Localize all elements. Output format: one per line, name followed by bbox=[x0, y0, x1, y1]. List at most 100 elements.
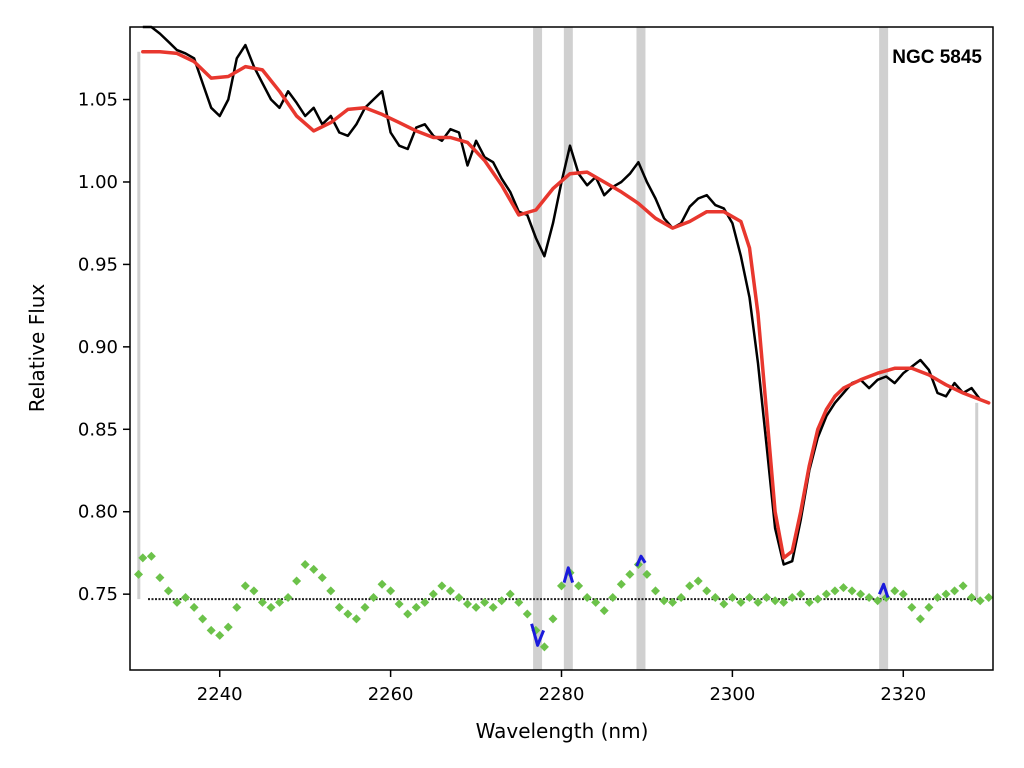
masked-residual-segment bbox=[878, 582, 890, 598]
residual-point bbox=[266, 602, 276, 612]
residual-point bbox=[386, 586, 396, 596]
residual-point bbox=[591, 597, 601, 607]
residual-point bbox=[958, 581, 968, 591]
residual-point bbox=[343, 609, 353, 619]
residual-point bbox=[736, 597, 746, 607]
residual-point bbox=[915, 614, 925, 624]
residual-point bbox=[163, 586, 173, 596]
residual-point bbox=[967, 592, 977, 602]
residual-point bbox=[873, 596, 883, 606]
x-axis-label: Wavelength (nm) bbox=[476, 719, 649, 743]
y-tick-label: 0.80 bbox=[78, 502, 118, 523]
residual-point bbox=[394, 599, 404, 609]
residual-point bbox=[787, 592, 797, 602]
residual-point bbox=[693, 576, 703, 586]
residual-point bbox=[480, 597, 490, 607]
residual-point bbox=[890, 586, 900, 596]
residual-point bbox=[975, 596, 985, 606]
residual-point bbox=[275, 597, 285, 607]
residual-point bbox=[557, 581, 566, 591]
y-tick-label: 0.85 bbox=[78, 419, 118, 440]
residual-point bbox=[847, 586, 857, 596]
residual-point bbox=[599, 606, 609, 616]
residual-point bbox=[471, 602, 481, 612]
residual-point bbox=[189, 602, 199, 612]
residual-point bbox=[198, 614, 208, 624]
residual-point bbox=[932, 592, 942, 602]
residual-point bbox=[138, 553, 148, 563]
x-tick-label: 2240 bbox=[197, 684, 243, 705]
residual-point bbox=[351, 614, 361, 624]
residual-point bbox=[796, 589, 806, 599]
residual-point bbox=[326, 586, 336, 596]
residual-point bbox=[497, 596, 507, 606]
residual-point bbox=[428, 589, 438, 599]
y-axis-ticks: 0.75 0.80 0.85 0.90 0.95 1.00 1.05 bbox=[78, 90, 130, 605]
residual-point bbox=[292, 576, 302, 586]
residual-point bbox=[334, 602, 344, 612]
residual-point bbox=[762, 592, 772, 602]
residual-point bbox=[463, 599, 473, 609]
galaxy-annotation: NGC 5845 bbox=[892, 47, 982, 68]
residual-point bbox=[864, 592, 874, 602]
residual-point bbox=[215, 630, 225, 640]
x-tick-label: 2260 bbox=[368, 684, 414, 705]
y-tick-label: 1.00 bbox=[78, 172, 118, 193]
residual-point bbox=[608, 592, 618, 602]
residual-point bbox=[838, 583, 848, 593]
residual-point bbox=[804, 597, 814, 607]
masked-line-band bbox=[636, 27, 646, 670]
model-spectrum bbox=[141, 49, 991, 560]
masked-line-band bbox=[533, 27, 543, 670]
residual-point bbox=[779, 597, 789, 607]
residual-point bbox=[445, 586, 455, 596]
residual-point bbox=[360, 602, 370, 612]
residual-point bbox=[659, 596, 669, 606]
residual-point bbox=[134, 569, 144, 579]
residual-point bbox=[437, 581, 447, 591]
residual-point bbox=[898, 589, 908, 599]
residual-point bbox=[206, 625, 216, 635]
masked-line-band bbox=[879, 27, 889, 670]
fit-range-edges bbox=[137, 51, 979, 600]
residual-point bbox=[539, 642, 549, 652]
x-tick-label: 2320 bbox=[880, 684, 926, 705]
residual-point bbox=[411, 602, 421, 612]
residual-point bbox=[514, 597, 524, 607]
residual-point bbox=[650, 586, 660, 596]
residual-point bbox=[574, 581, 584, 591]
residual-point bbox=[642, 569, 652, 579]
masked-line-band bbox=[563, 27, 573, 670]
residual-point bbox=[488, 602, 498, 612]
residual-point bbox=[625, 569, 635, 579]
y-tick-label: 1.05 bbox=[78, 90, 118, 111]
residual-point bbox=[146, 551, 156, 561]
y-axis-label: Relative Flux bbox=[25, 284, 49, 413]
y-tick-label: 0.90 bbox=[78, 337, 118, 358]
x-tick-label: 2300 bbox=[709, 684, 755, 705]
residual-point bbox=[984, 592, 994, 602]
residual-point bbox=[377, 579, 387, 589]
residual-point bbox=[317, 573, 327, 583]
residual-point bbox=[522, 609, 532, 619]
residual-point bbox=[813, 594, 823, 604]
residual-point bbox=[505, 589, 515, 599]
residual-point bbox=[668, 597, 678, 607]
residual-point bbox=[753, 597, 763, 607]
residual-point bbox=[676, 592, 686, 602]
residual-point bbox=[257, 597, 267, 607]
residual-point bbox=[240, 581, 250, 591]
residual-point bbox=[181, 592, 191, 602]
residual-point bbox=[941, 589, 951, 599]
residual-point bbox=[172, 597, 182, 607]
residual-point bbox=[283, 592, 293, 602]
x-tick-label: 2280 bbox=[539, 684, 585, 705]
masked-residual-segment bbox=[530, 623, 545, 647]
residual-point bbox=[710, 592, 720, 602]
y-tick-label: 0.75 bbox=[78, 584, 118, 605]
x-axis-ticks: 2240 2260 2280 2300 2320 bbox=[197, 670, 926, 705]
model-spectrum-line bbox=[141, 49, 991, 560]
residual-point bbox=[685, 581, 695, 591]
